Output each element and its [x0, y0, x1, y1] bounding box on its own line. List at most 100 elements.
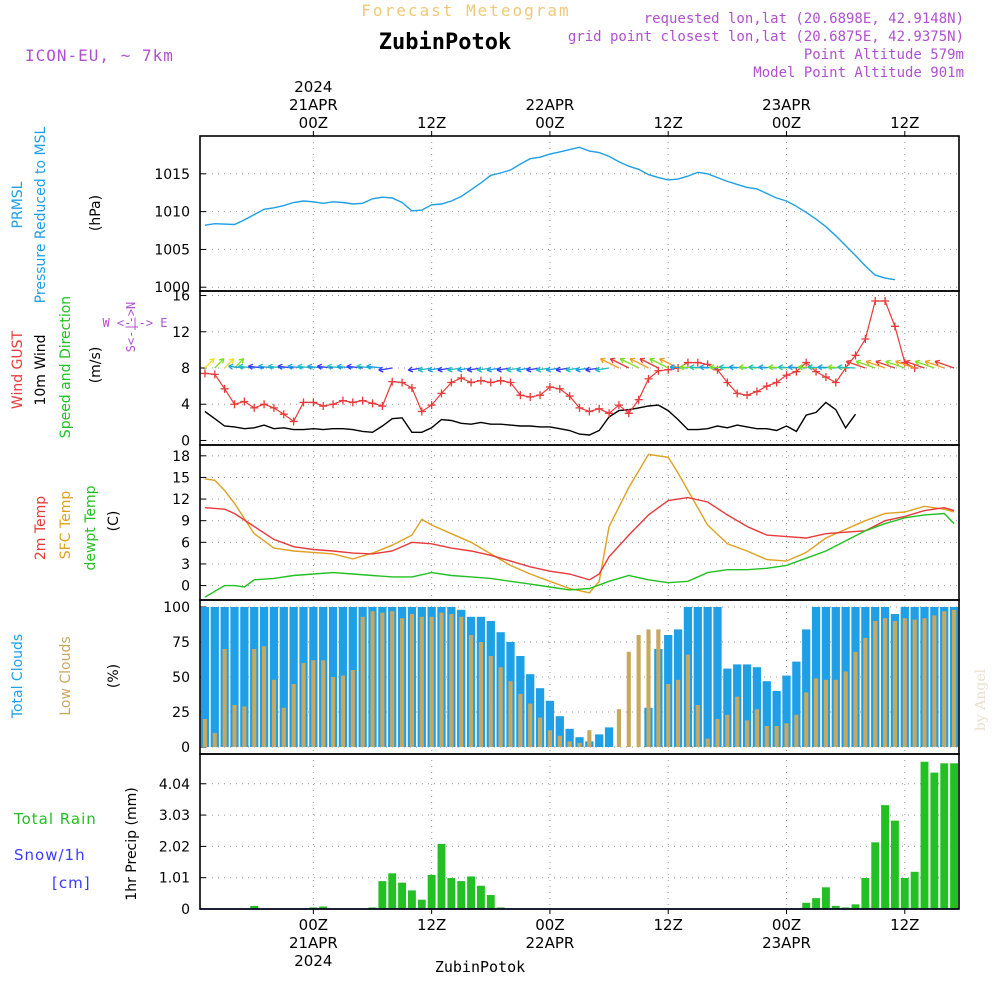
gust-marker	[486, 378, 495, 387]
low-cloud-bar	[902, 618, 907, 747]
top-date-label: 23APR	[762, 96, 811, 114]
wind-arrow-head	[699, 364, 705, 371]
wind-direction-arrow	[307, 365, 324, 369]
precip-bar	[457, 881, 466, 909]
gust-marker	[881, 296, 890, 305]
gust-marker	[467, 378, 476, 387]
gust-marker	[683, 358, 692, 367]
top-date-label: 21APR	[289, 96, 338, 114]
total-cloud-bar	[575, 737, 584, 747]
gust-marker	[427, 401, 436, 410]
precip-bar	[871, 842, 880, 909]
wind-arrow-head	[218, 358, 225, 364]
low-cloud-bar	[922, 618, 927, 747]
precip-tick-label: 4.04	[159, 777, 190, 793]
wind-dir-label: Speed and Direction	[58, 296, 74, 438]
low-cloud-bar	[331, 677, 336, 747]
precip-bar	[250, 905, 259, 909]
low-cloud-bar	[567, 741, 572, 747]
gust-marker	[210, 370, 219, 379]
precip-tick-label: 2.02	[159, 839, 190, 855]
low-cloud-bar	[232, 705, 237, 747]
total-cloud-bar	[230, 607, 239, 747]
low-cloud-bar	[281, 707, 286, 747]
low-cloud-bar	[892, 621, 897, 747]
wind-arrow-head	[575, 366, 581, 373]
low-cloud-bar	[833, 679, 838, 747]
gust-marker	[526, 392, 535, 401]
bottom-time-label: 12Z	[654, 916, 683, 934]
precip-bar	[437, 843, 446, 909]
sfc-temp-label: SFC Temp	[58, 491, 74, 560]
wind-arrow-head	[437, 366, 443, 373]
gust-marker	[447, 378, 456, 387]
gust-marker	[614, 401, 623, 410]
gust-marker	[279, 410, 288, 419]
pressure-line	[204, 146, 896, 281]
precip-bar	[910, 871, 919, 909]
wind-arrow-head	[506, 366, 512, 373]
gust-marker	[220, 384, 229, 393]
precip-bar	[812, 898, 821, 909]
low-cloud-bar	[518, 693, 523, 747]
precip-bar	[319, 906, 328, 909]
gust-marker	[319, 402, 328, 411]
total-cloud-bar	[555, 716, 564, 747]
low-cloud-bar	[488, 656, 493, 747]
bottom-time-label: 12Z	[417, 916, 446, 934]
gust-marker	[555, 384, 564, 393]
wind-arrow-head	[336, 363, 342, 370]
low-cloud-bar	[804, 692, 809, 747]
precip-bar	[427, 874, 436, 909]
wind-arrow-head	[895, 359, 901, 366]
temp-tick-label: 18	[172, 449, 190, 465]
wind-arrow-head	[599, 357, 606, 364]
total-cloud-bar	[545, 700, 555, 747]
low-cloud-bar	[656, 629, 661, 747]
precip-bar	[861, 878, 870, 909]
bottom-date-label: 23APR	[762, 934, 811, 952]
low-cloud-bar	[508, 681, 513, 747]
low-cloud-bar	[626, 651, 631, 747]
low-cloud-bar	[784, 723, 789, 747]
wind-direction-arrow	[595, 367, 610, 371]
total-cloud-bar	[693, 607, 702, 747]
low-cloud-bar	[262, 646, 267, 747]
precip-tick-label: 1.01	[159, 871, 190, 887]
pressure-tick-label: 1010	[154, 205, 190, 221]
precip-bar	[890, 820, 899, 909]
top-time-label: 12Z	[417, 114, 446, 132]
wind-arrow-head	[277, 363, 283, 370]
top-date-label: 22APR	[526, 96, 575, 114]
wind-direction-arrow	[895, 360, 915, 369]
wind-arrow-head	[427, 366, 433, 373]
wind-direction-arrow	[214, 358, 225, 369]
wind-direction-arrow	[346, 365, 363, 369]
pressure-tick-label: 1000	[154, 280, 190, 296]
wind-direction-arrow	[629, 358, 649, 369]
wind-label: 10m Wind	[33, 334, 49, 405]
precip-bar	[447, 878, 456, 909]
low-cloud-bar	[291, 684, 296, 747]
wind-direction-arrow	[837, 366, 856, 369]
wind-arrow-head	[797, 364, 803, 371]
gust-marker	[605, 409, 614, 418]
low-cloud-bar	[498, 667, 503, 747]
gust-marker	[378, 402, 387, 411]
total-cloud-bar	[269, 607, 279, 747]
gust-marker	[733, 389, 742, 398]
gust-marker	[476, 376, 485, 385]
low-cloud-bar	[429, 616, 434, 747]
dewpoint-line	[204, 512, 955, 598]
top-year-label: 2024	[294, 78, 332, 96]
total-cloud-bar	[713, 607, 722, 747]
wind-direction-arrow	[297, 365, 314, 369]
wind-arrow-head	[768, 364, 774, 371]
wind-arrow-head	[709, 364, 715, 371]
wind-direction-arrow	[228, 365, 245, 369]
gust-marker	[565, 392, 574, 401]
gust-marker	[752, 387, 761, 396]
low-cloud-bar	[912, 619, 917, 747]
snow-unit-label: [cm]	[52, 874, 91, 892]
total-cloud-bar	[200, 607, 210, 747]
